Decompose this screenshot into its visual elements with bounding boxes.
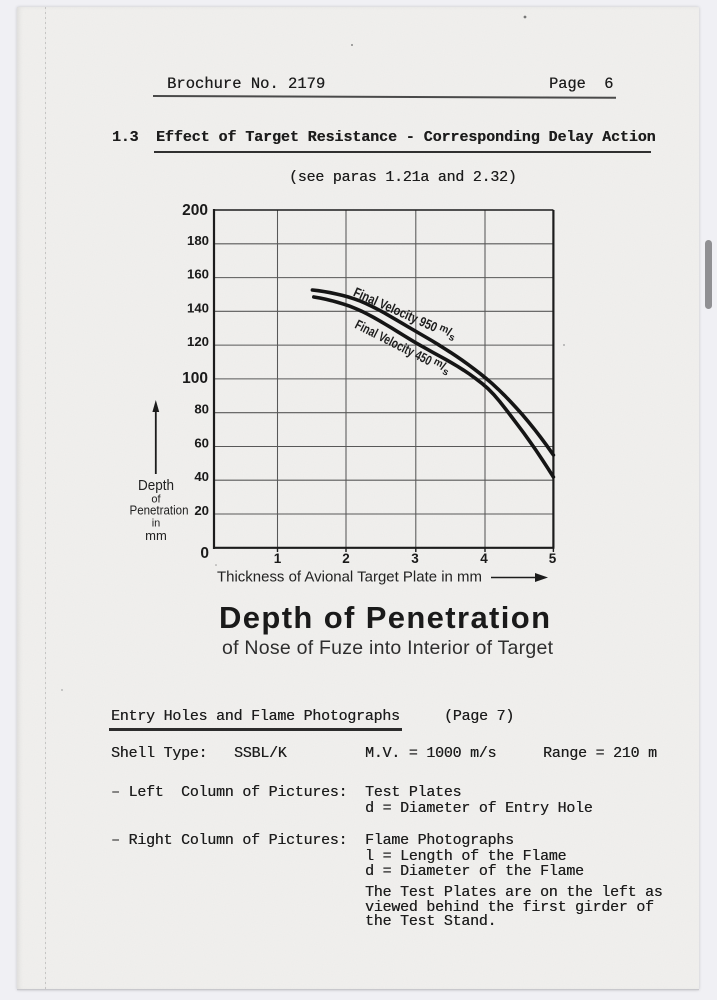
- svg-text:60: 60: [194, 436, 209, 451]
- svg-text:140: 140: [187, 300, 209, 315]
- svg-text:0: 0: [200, 545, 209, 562]
- svg-text:120: 120: [187, 334, 209, 349]
- svg-text:100: 100: [182, 370, 208, 387]
- svg-text:in: in: [152, 518, 161, 530]
- svg-text:80: 80: [194, 402, 209, 417]
- svg-text:Depth of Penetration: Depth of Penetration: [219, 600, 550, 635]
- svg-text:40: 40: [194, 469, 209, 484]
- svg-text:Thickness of Avional Target Pl: Thickness of Avional Target Plate in mm: [217, 570, 482, 586]
- svg-text:Depth: Depth: [138, 477, 174, 494]
- svg-text:200: 200: [182, 202, 208, 219]
- svg-text:of: of: [151, 494, 161, 506]
- svg-text:2: 2: [342, 551, 350, 566]
- svg-text:5: 5: [549, 551, 557, 566]
- svg-text:180: 180: [187, 233, 209, 248]
- svg-text:Penetration: Penetration: [130, 503, 189, 518]
- svg-text:1: 1: [274, 551, 282, 566]
- svg-text:20: 20: [194, 503, 209, 518]
- svg-text:mm: mm: [145, 528, 167, 543]
- svg-text:of Nose of Fuze into Interior: of Nose of Fuze into Interior of Target: [222, 637, 554, 659]
- svg-text:4: 4: [480, 551, 488, 566]
- svg-text:3: 3: [411, 551, 419, 566]
- svg-text:160: 160: [187, 267, 209, 282]
